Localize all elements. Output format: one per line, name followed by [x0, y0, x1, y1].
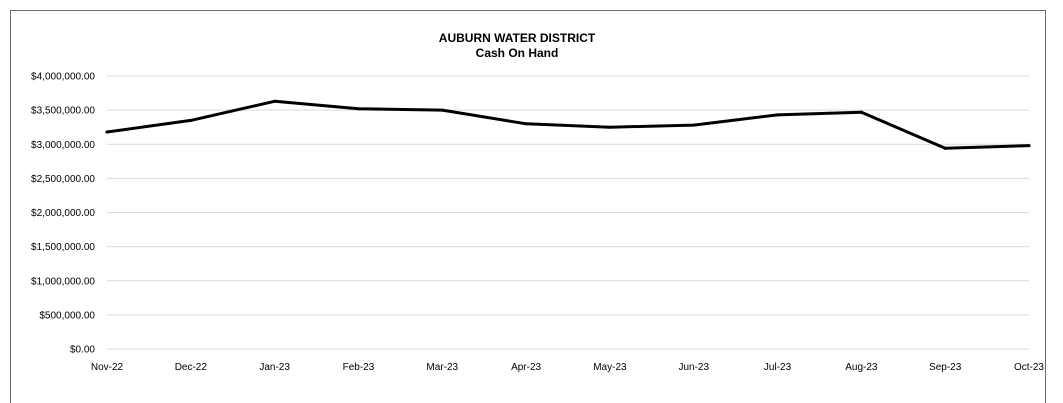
data-point — [440, 108, 444, 112]
data-point — [608, 125, 612, 129]
x-tick-label: Feb-23 — [343, 362, 375, 373]
x-tick-label: Apr-23 — [511, 362, 541, 373]
y-tick-label: $0.00 — [70, 345, 95, 356]
data-point — [943, 146, 947, 150]
data-point — [524, 122, 528, 126]
y-tick-label: $2,500,000.00 — [31, 174, 95, 185]
x-tick-label: May-23 — [593, 362, 627, 373]
data-point — [692, 123, 696, 127]
x-tick-label: Mar-23 — [426, 362, 458, 373]
y-tick-label: $3,000,000.00 — [31, 140, 95, 151]
data-point — [273, 99, 277, 103]
data-point — [776, 113, 780, 117]
x-tick-label: Jul-23 — [764, 362, 792, 373]
x-tick-label: Sep-23 — [929, 362, 962, 373]
y-tick-label: $1,000,000.00 — [31, 276, 95, 287]
x-tick-label: Aug-23 — [845, 362, 878, 373]
y-tick-label: $4,000,000.00 — [31, 72, 95, 83]
y-tick-label: $500,000.00 — [39, 310, 95, 321]
data-point — [1027, 144, 1031, 148]
series-layer — [105, 99, 1031, 150]
series-line — [105, 99, 1031, 150]
x-tick-label: Nov-22 — [91, 362, 124, 373]
chart-subtitle: Cash On Hand — [476, 46, 559, 60]
chart-title: AUBURN WATER DISTRICT — [439, 31, 596, 45]
gridlines — [107, 75, 1029, 350]
x-tick-label: Jun-23 — [678, 362, 709, 373]
data-point — [356, 107, 360, 111]
x-tick-label: Jan-23 — [259, 362, 290, 373]
x-axis-ticks: Nov-22 Dec-22 Jan-23 Feb-23 Mar-23 Apr-23 May-… — [91, 362, 1045, 373]
data-point — [105, 130, 109, 134]
y-tick-label: $2,000,000.00 — [31, 208, 95, 219]
y-axis-ticks: $0.00 $500,000.00 $1,000,000.00 $1,500,000.… — [31, 72, 95, 356]
y-tick-label: $3,500,000.00 — [31, 106, 95, 117]
data-point — [859, 110, 863, 114]
data-point — [189, 118, 193, 122]
y-tick-label: $1,500,000.00 — [31, 242, 95, 253]
x-tick-label: Oct-23 — [1014, 362, 1044, 373]
x-tick-label: Dec-22 — [175, 362, 208, 373]
